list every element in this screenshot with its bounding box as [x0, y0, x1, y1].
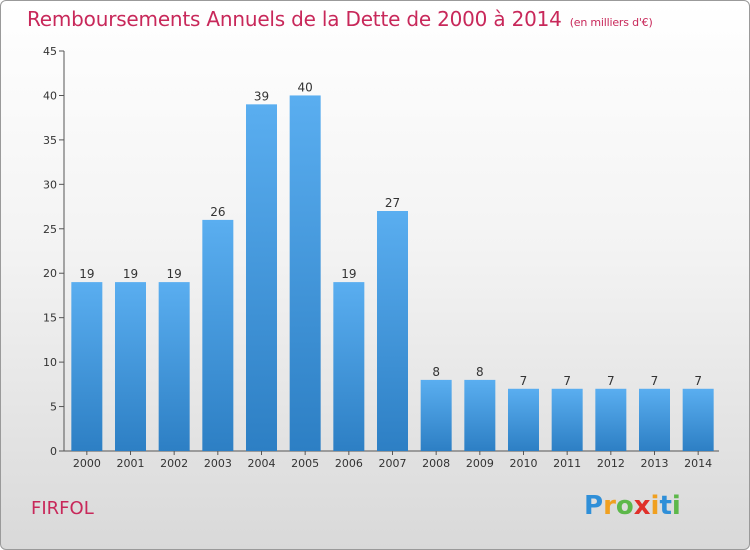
x-tick-label: 2003: [204, 457, 232, 470]
bar-value-label: 7: [520, 374, 528, 388]
bar: [71, 282, 103, 451]
proxiti-logo: Proxiti: [584, 491, 681, 521]
logo-letter: i: [650, 491, 660, 521]
logo-letter: P: [584, 491, 604, 521]
bar-value-label: 8: [476, 365, 484, 379]
y-tick-label: 20: [43, 267, 57, 280]
x-tick-label: 2011: [553, 457, 581, 470]
x-tick-label: 2014: [684, 457, 712, 470]
x-tick-label: 2001: [117, 457, 145, 470]
bar: [289, 95, 321, 451]
commune-name: FIRFOL: [31, 498, 94, 519]
bar: [639, 388, 670, 451]
x-tick-label: 2010: [510, 457, 538, 470]
x-tick-label: 2012: [597, 457, 625, 470]
bar-value-label: 39: [254, 89, 269, 103]
chart-title-text: Remboursements Annuels de la Dette de 20…: [27, 7, 562, 31]
bar: [115, 282, 146, 451]
x-tick-label: 2006: [335, 457, 363, 470]
chart-subtitle: (en milliers d'€): [569, 16, 653, 29]
logo-letter: i: [671, 491, 681, 521]
bar: [377, 211, 408, 451]
logo-letter: x: [633, 491, 651, 521]
bar: [464, 379, 496, 451]
y-tick-label: 0: [50, 445, 57, 458]
bar: [202, 219, 234, 451]
x-tick-label: 2002: [160, 457, 188, 470]
bar-value-label: 19: [79, 267, 94, 281]
logo-letter: t: [659, 491, 672, 521]
y-tick-label: 35: [43, 134, 57, 147]
y-tick-label: 5: [50, 401, 57, 414]
x-tick-label: 2007: [379, 457, 407, 470]
x-tick-label: 2004: [248, 457, 276, 470]
bar: [508, 388, 539, 451]
y-tick-label: 40: [43, 89, 57, 102]
x-tick-label: 2008: [422, 457, 450, 470]
bar-value-label: 27: [385, 196, 400, 210]
chart-title: Remboursements Annuels de la Dette de 20…: [27, 7, 653, 31]
bar-value-label: 7: [651, 374, 659, 388]
bar-value-label: 8: [432, 365, 440, 379]
bar: [246, 104, 277, 451]
y-tick-label: 45: [43, 45, 57, 58]
bar-value-label: 19: [123, 267, 138, 281]
bar-value-label: 26: [210, 205, 225, 219]
x-tick-label: 2013: [641, 457, 669, 470]
y-tick-label: 30: [43, 178, 57, 191]
logo-letter: r: [603, 491, 616, 521]
x-tick-label: 2000: [73, 457, 101, 470]
y-tick-label: 10: [43, 356, 57, 369]
bar: [682, 388, 714, 451]
x-tick-label: 2005: [291, 457, 319, 470]
y-tick-label: 15: [43, 312, 57, 325]
bar: [595, 388, 627, 451]
bar-value-label: 7: [607, 374, 615, 388]
logo-letter: o: [615, 491, 634, 521]
bar: [333, 282, 365, 451]
bar-value-label: 19: [167, 267, 182, 281]
bar: [158, 282, 190, 451]
bar: [551, 388, 583, 451]
bar-value-label: 19: [341, 267, 356, 281]
bar: [420, 379, 452, 451]
bar-value-label: 7: [563, 374, 571, 388]
x-tick-label: 2009: [466, 457, 494, 470]
y-tick-label: 25: [43, 223, 57, 236]
bar-value-label: 7: [694, 374, 702, 388]
bar-value-label: 40: [298, 80, 313, 94]
